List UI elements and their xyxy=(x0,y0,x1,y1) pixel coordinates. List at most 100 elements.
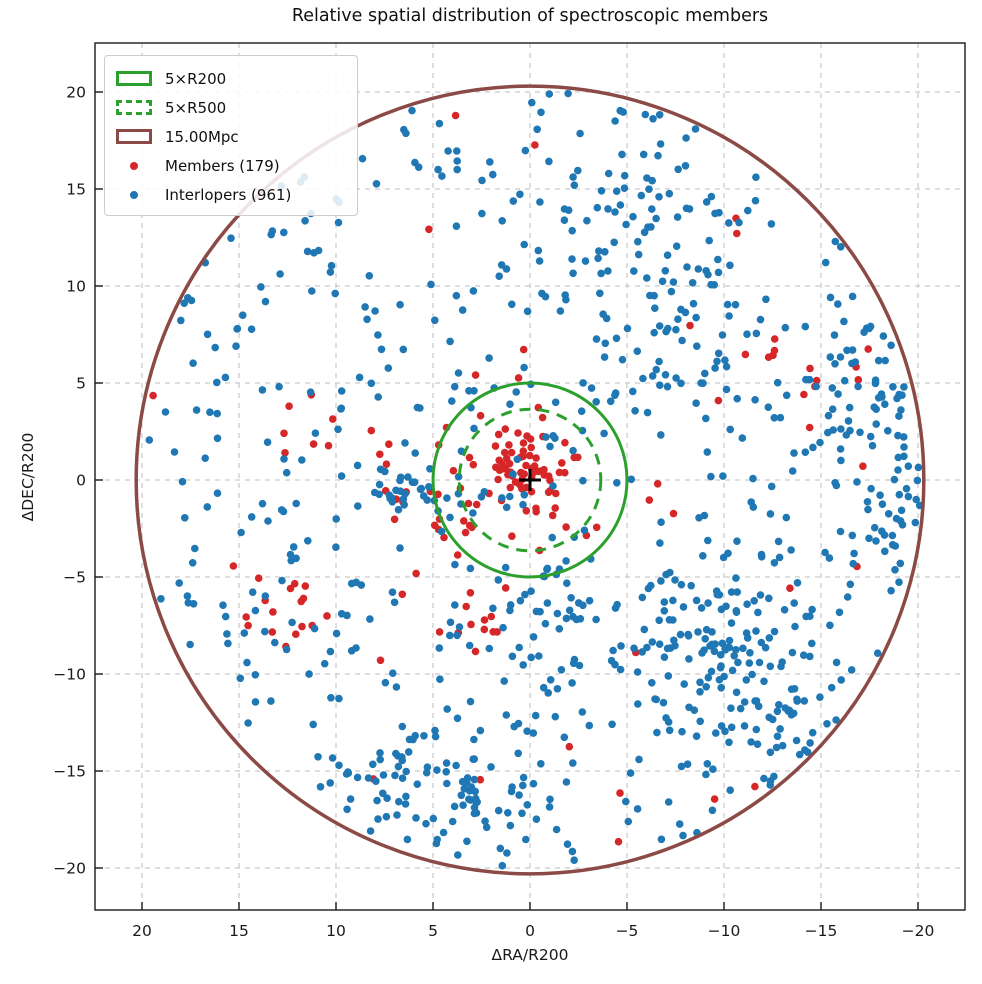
interloper-point xyxy=(854,382,862,391)
interloper-point xyxy=(237,528,245,537)
interloper-point xyxy=(657,835,666,844)
interloper-point xyxy=(658,277,667,286)
interloper-point xyxy=(717,684,725,692)
interloper-point xyxy=(448,817,457,826)
interloper-point xyxy=(824,411,833,420)
member-point xyxy=(376,450,384,459)
interloper-point xyxy=(837,676,845,684)
interloper-point xyxy=(832,481,841,490)
interloper-point xyxy=(267,697,275,705)
interloper-point xyxy=(739,644,747,653)
interloper-point xyxy=(498,494,506,502)
interloper-point xyxy=(790,599,798,607)
interloper-point xyxy=(665,616,674,624)
member-point xyxy=(540,471,548,479)
interloper-point xyxy=(629,387,637,396)
interloper-point xyxy=(845,403,854,412)
interloper-point xyxy=(752,329,761,338)
interloper-point xyxy=(443,705,452,713)
interloper-point xyxy=(394,762,403,771)
interloper-point xyxy=(520,491,529,499)
interloper-point xyxy=(721,356,729,365)
interloper-point xyxy=(787,711,796,719)
interloper-point xyxy=(451,560,459,569)
interloper-point xyxy=(888,541,897,549)
interloper-point xyxy=(413,780,422,788)
interloper-point xyxy=(549,482,557,490)
interloper-point xyxy=(733,588,741,596)
interloper-point xyxy=(435,119,444,128)
interloper-point xyxy=(439,828,448,837)
interloper-point xyxy=(631,407,639,415)
r200-circle-swatch-icon xyxy=(115,71,153,86)
interloper-point xyxy=(570,181,579,189)
interloper-point xyxy=(569,612,577,621)
interloper-point xyxy=(211,343,219,352)
interloper-point xyxy=(575,661,584,670)
interloper-point xyxy=(446,513,454,522)
interloper-point xyxy=(470,387,478,395)
member-point xyxy=(280,429,288,438)
member-point xyxy=(471,647,480,656)
interloper-point xyxy=(396,487,405,496)
interloper-point xyxy=(292,499,301,508)
interloper-point xyxy=(761,643,770,652)
interloper-point xyxy=(335,694,343,703)
interloper-point xyxy=(872,537,880,545)
interloper-point xyxy=(532,607,541,616)
legend-label: 5×R500 xyxy=(165,98,227,117)
interloper-point xyxy=(562,614,571,623)
interloper-point xyxy=(630,644,638,653)
interloper-point xyxy=(853,478,861,486)
interloper-point xyxy=(728,666,737,675)
interloper-point xyxy=(314,753,322,761)
interloper-point xyxy=(821,548,829,557)
interloper-point xyxy=(800,697,809,705)
interloper-point xyxy=(713,357,721,366)
interloper-point xyxy=(695,514,703,522)
interloper-point xyxy=(719,472,727,480)
interloper-point xyxy=(535,257,544,265)
interloper-point xyxy=(680,680,688,688)
interloper-point xyxy=(326,268,335,276)
interloper-point xyxy=(546,795,554,804)
member-point xyxy=(269,608,277,616)
interloper-point xyxy=(366,615,374,623)
interloper-point xyxy=(247,513,256,521)
interloper-point xyxy=(344,769,353,777)
legend-label: Members (179) xyxy=(165,156,280,175)
interloper-point xyxy=(326,779,335,787)
interloper-point xyxy=(533,125,541,134)
interloper-point xyxy=(637,191,646,200)
member-point xyxy=(574,453,582,462)
interloper-point xyxy=(828,384,837,392)
interloper-point xyxy=(900,443,908,451)
interloper-point xyxy=(587,384,596,392)
interloper-point xyxy=(444,147,452,155)
interloper-point xyxy=(894,466,902,474)
interloper-point xyxy=(633,805,642,813)
interloper-point xyxy=(870,403,878,412)
interloper-point xyxy=(677,379,685,388)
interloper-point xyxy=(367,379,376,388)
interloper-point xyxy=(611,391,619,400)
interloper-point xyxy=(687,581,695,590)
interloper-point xyxy=(835,608,844,617)
interloper-point xyxy=(597,269,605,278)
member-point xyxy=(565,742,574,751)
interloper-point xyxy=(451,601,459,609)
interloper-point xyxy=(369,760,377,769)
member-point xyxy=(471,371,480,379)
interloper-point xyxy=(874,356,883,365)
interloper-point xyxy=(191,544,199,553)
interloper-point xyxy=(431,316,439,325)
interloper-point xyxy=(181,514,189,522)
legend-label: 5×R200 xyxy=(165,69,227,88)
member-point xyxy=(800,390,808,399)
interloper-point xyxy=(429,814,438,823)
interloper-point xyxy=(648,638,657,646)
interloper-point xyxy=(579,476,587,485)
interloper-point xyxy=(364,774,373,782)
interloper-point xyxy=(863,498,872,506)
